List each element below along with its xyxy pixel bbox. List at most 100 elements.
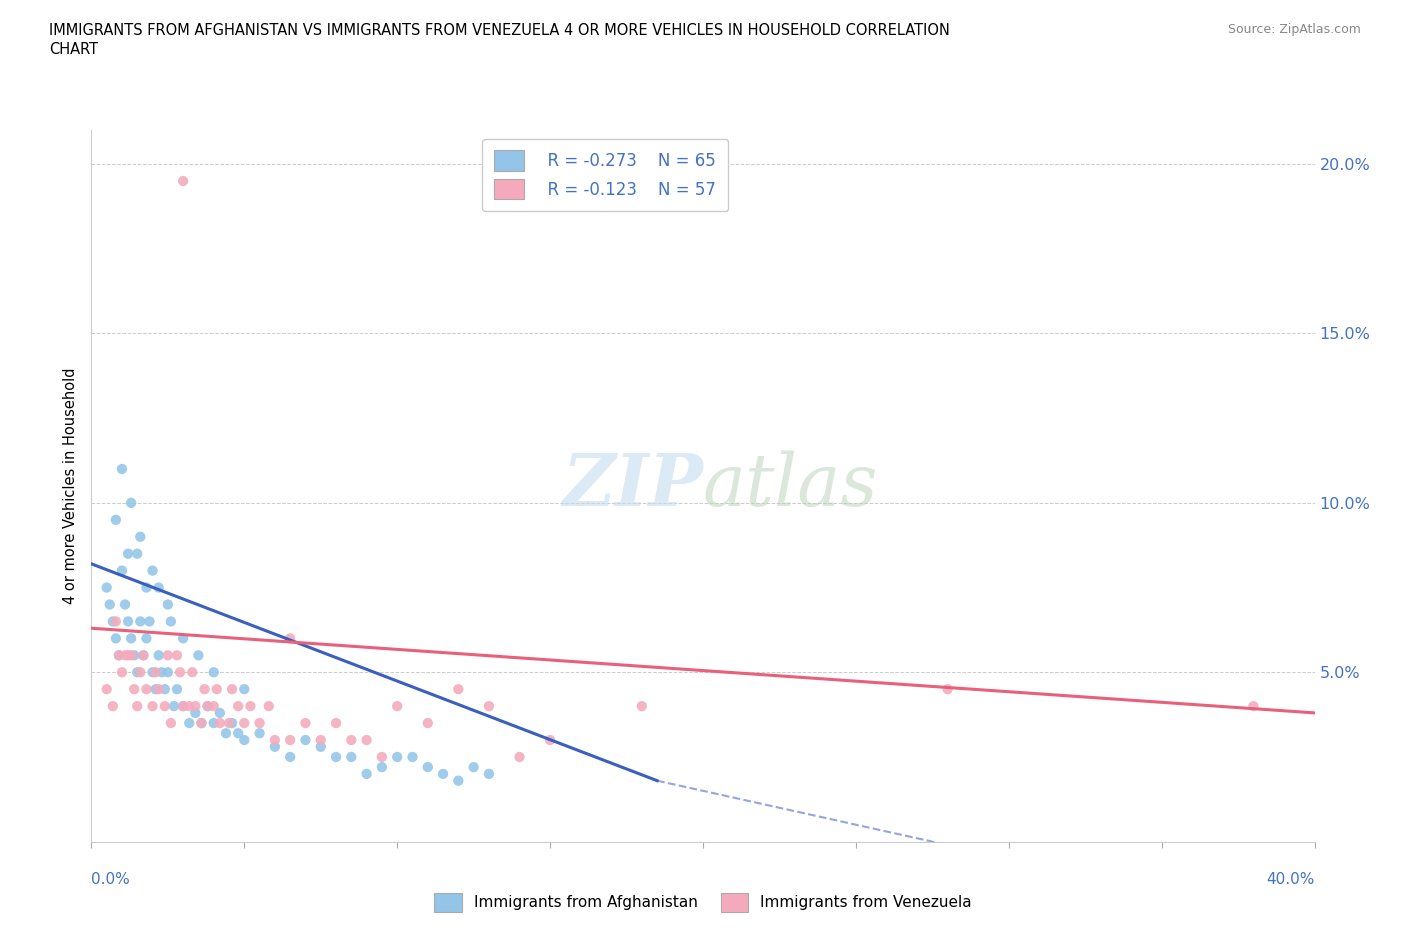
- Point: [160, 614, 183, 629]
- Point: [153, 698, 176, 713]
- Point: [478, 766, 501, 781]
- Point: [117, 648, 139, 663]
- Text: Source: ZipAtlas.com: Source: ZipAtlas.com: [1227, 23, 1361, 36]
- Point: [197, 698, 219, 713]
- Text: 40.0%: 40.0%: [1267, 872, 1315, 887]
- Point: [129, 665, 152, 680]
- Point: [148, 648, 170, 663]
- Text: ZIP: ZIP: [562, 450, 703, 522]
- Point: [202, 665, 225, 680]
- Point: [141, 698, 163, 713]
- Point: [96, 682, 118, 697]
- Point: [1243, 698, 1265, 713]
- Point: [127, 665, 149, 680]
- Point: [233, 733, 256, 748]
- Point: [122, 682, 145, 697]
- Point: [172, 174, 194, 189]
- Point: [401, 750, 423, 764]
- Point: [233, 716, 256, 731]
- Point: [111, 665, 134, 680]
- Point: [208, 716, 231, 731]
- Point: [218, 716, 240, 731]
- Point: [104, 512, 127, 527]
- Point: [120, 496, 142, 511]
- Point: [117, 614, 139, 629]
- Point: [145, 665, 167, 680]
- Point: [153, 682, 176, 697]
- Point: [239, 698, 262, 713]
- Point: [447, 682, 470, 697]
- Point: [111, 564, 134, 578]
- Point: [172, 631, 194, 645]
- Point: [179, 698, 201, 713]
- Point: [416, 760, 439, 775]
- Point: [294, 733, 316, 748]
- Point: [122, 648, 145, 663]
- Text: IMMIGRANTS FROM AFGHANISTAN VS IMMIGRANTS FROM VENEZUELA 4 OR MORE VEHICLES IN H: IMMIGRANTS FROM AFGHANISTAN VS IMMIGRANT…: [49, 23, 950, 38]
- Point: [127, 546, 149, 561]
- Point: [187, 648, 209, 663]
- Point: [257, 698, 280, 713]
- Point: [356, 766, 378, 781]
- Point: [221, 682, 243, 697]
- Point: [184, 706, 207, 721]
- Point: [205, 682, 228, 697]
- Point: [160, 716, 183, 731]
- Text: 0.0%: 0.0%: [91, 872, 131, 887]
- Text: CHART: CHART: [49, 42, 98, 57]
- Point: [215, 725, 238, 740]
- Point: [132, 648, 155, 663]
- Point: [371, 750, 394, 764]
- Point: [264, 739, 287, 754]
- Point: [141, 665, 163, 680]
- Point: [233, 682, 256, 697]
- Point: [172, 698, 194, 713]
- Point: [156, 648, 179, 663]
- Point: [129, 614, 152, 629]
- Point: [538, 733, 561, 748]
- Point: [309, 739, 332, 754]
- Point: [179, 716, 201, 731]
- Point: [936, 682, 959, 697]
- Point: [294, 716, 316, 731]
- Point: [208, 706, 231, 721]
- Point: [148, 580, 170, 595]
- Legend:   R = -0.273    N = 65,   R = -0.123    N = 57: R = -0.273 N = 65, R = -0.123 N = 57: [482, 139, 728, 211]
- Point: [190, 716, 212, 731]
- Point: [181, 665, 204, 680]
- Point: [249, 716, 271, 731]
- Y-axis label: 4 or more Vehicles in Household: 4 or more Vehicles in Household: [63, 367, 79, 604]
- Point: [98, 597, 121, 612]
- Point: [309, 733, 332, 748]
- Point: [145, 682, 167, 697]
- Point: [132, 648, 155, 663]
- Legend: Immigrants from Afghanistan, Immigrants from Venezuela: Immigrants from Afghanistan, Immigrants …: [427, 887, 979, 918]
- Point: [197, 698, 219, 713]
- Point: [135, 631, 157, 645]
- Point: [127, 698, 149, 713]
- Point: [101, 698, 124, 713]
- Point: [135, 682, 157, 697]
- Point: [432, 766, 454, 781]
- Point: [141, 564, 163, 578]
- Point: [371, 760, 394, 775]
- Point: [226, 698, 249, 713]
- Point: [129, 529, 152, 544]
- Point: [463, 760, 485, 775]
- Point: [325, 750, 347, 764]
- Point: [166, 648, 188, 663]
- Point: [356, 733, 378, 748]
- Point: [163, 698, 186, 713]
- Point: [172, 698, 194, 713]
- Point: [385, 698, 409, 713]
- Point: [108, 648, 131, 663]
- Point: [135, 580, 157, 595]
- Point: [190, 716, 212, 731]
- Point: [221, 716, 243, 731]
- Point: [202, 698, 225, 713]
- Point: [111, 461, 134, 476]
- Point: [101, 614, 124, 629]
- Point: [447, 773, 470, 788]
- Point: [114, 648, 136, 663]
- Point: [138, 614, 160, 629]
